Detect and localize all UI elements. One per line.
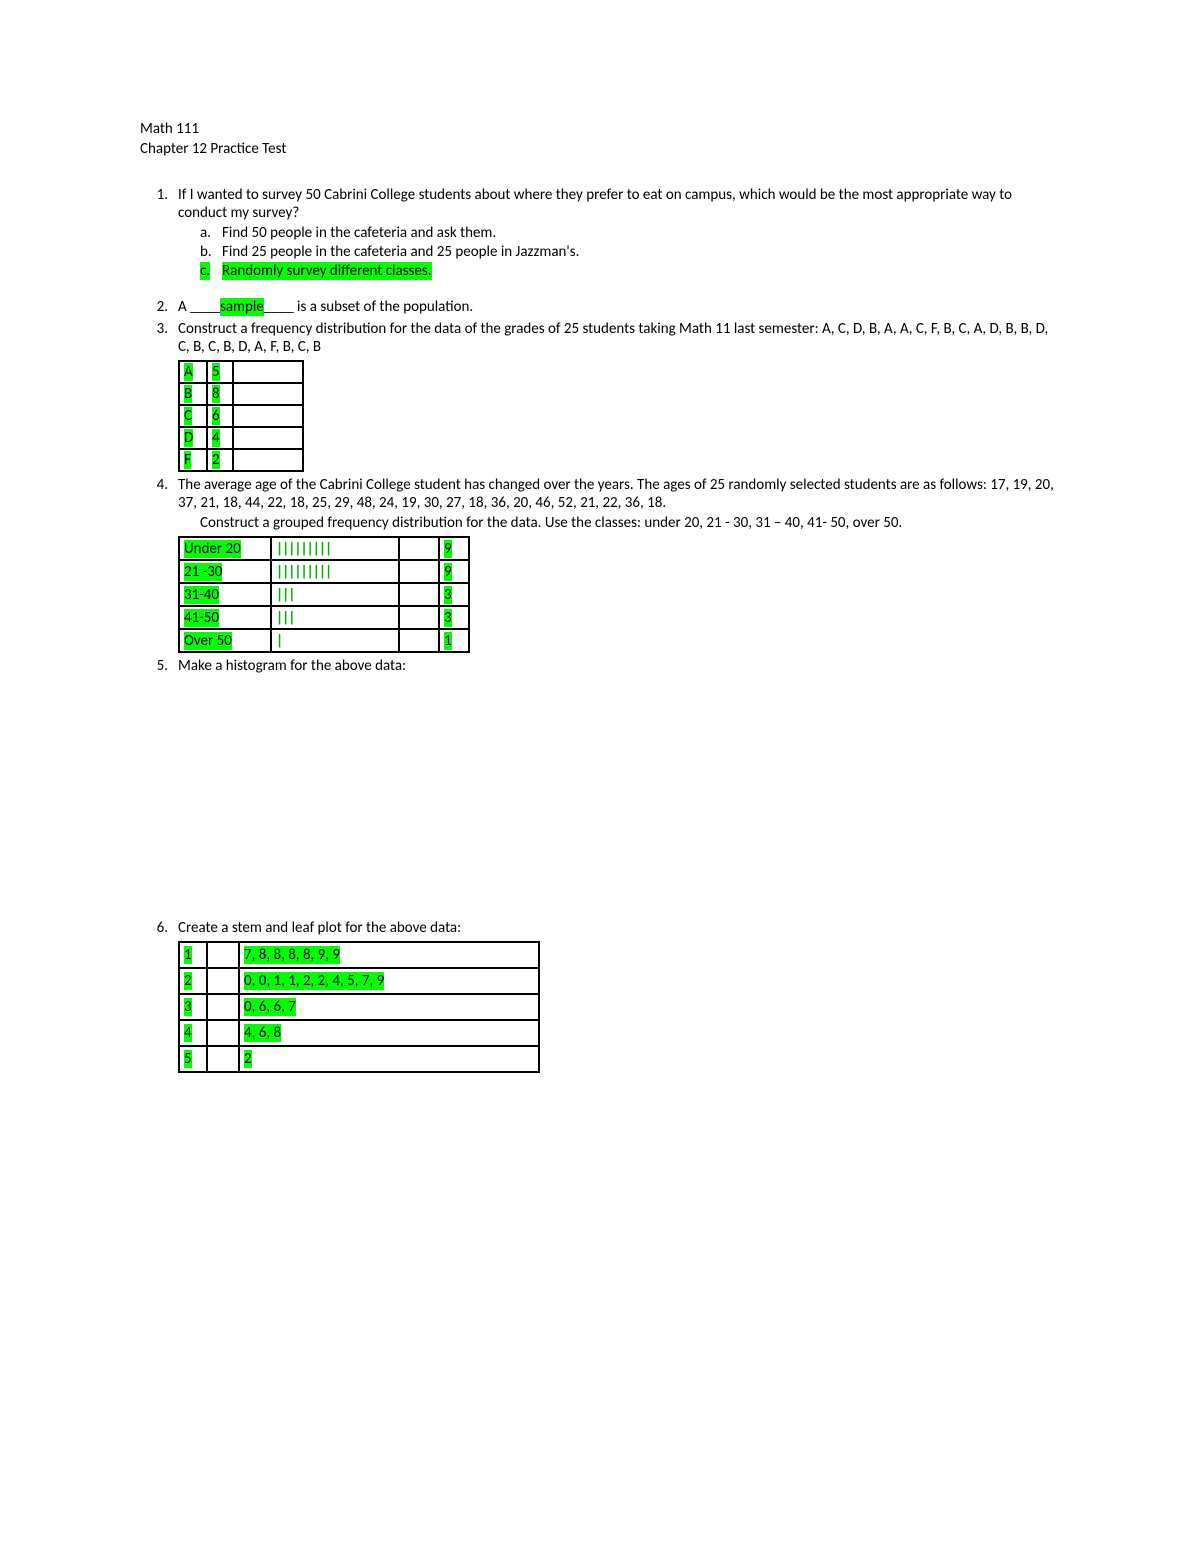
q2-number: 2.	[140, 298, 178, 316]
table-row: Over 50|1	[179, 629, 469, 652]
table-row: A5	[179, 361, 303, 383]
q2-pre: A ____	[178, 298, 220, 316]
question-2: 2. A ____sample____ is a subset of the p…	[140, 298, 1060, 316]
table-row: 52	[179, 1046, 539, 1072]
q1-option-b: b. Find 25 people in the cafeteria and 2…	[200, 243, 1060, 261]
q6-number: 6.	[140, 919, 178, 937]
q3-frequency-table: A5B8C6D4F2	[178, 360, 304, 472]
q1-number: 1.	[140, 186, 178, 204]
histogram-space	[140, 679, 1060, 919]
q1-c-text: Randomly survey different classes.	[222, 262, 1060, 280]
q2-answer: sample	[220, 298, 264, 316]
table-row: 31-40|||3	[179, 583, 469, 606]
table-row: 44, 6, 8	[179, 1020, 539, 1046]
q1-b-text: Find 25 people in the cafeteria and 25 p…	[222, 243, 1060, 261]
q1-a-text: Find 50 people in the cafeteria and ask …	[222, 224, 1060, 242]
q6-stem-leaf-table: 17, 8, 8, 8, 8, 9, 920, 0, 1, 1, 2, 2, 4…	[178, 941, 540, 1073]
question-5: 5. Make a histogram for the above data:	[140, 657, 1060, 675]
q1-b-letter: b.	[200, 243, 222, 261]
q2-text: A ____sample____ is a subset of the popu…	[178, 298, 1060, 316]
table-row: F2	[179, 449, 303, 471]
q1-option-a: a. Find 50 people in the cafeteria and a…	[200, 224, 1060, 242]
table-row: 21 -30|||||||||9	[179, 560, 469, 583]
course-label: Math 111	[140, 120, 1060, 138]
question-list: 1. If I wanted to survey 50 Cabrini Coll…	[140, 186, 1060, 1073]
document-page: Math 111 Chapter 12 Practice Test 1. If …	[0, 0, 1200, 1137]
q4-grouped-table: Under 20|||||||||921 -30|||||||||931-40|…	[178, 536, 470, 653]
table-row: D4	[179, 427, 303, 449]
table-row: 17, 8, 8, 8, 8, 9, 9	[179, 942, 539, 968]
table-row: 30, 6, 6, 7	[179, 994, 539, 1020]
q4-number: 4.	[140, 476, 178, 494]
q5-text: Make a histogram for the above data:	[178, 657, 1060, 675]
q1-option-c: c. Randomly survey different classes.	[200, 262, 1060, 280]
question-6: 6. Create a stem and leaf plot for the a…	[140, 919, 1060, 1073]
table-row: 20, 0, 1, 1, 2, 2, 4, 5, 7, 9	[179, 968, 539, 994]
table-row: 41-50|||3	[179, 606, 469, 629]
q3-text: Construct a frequency distribution for t…	[178, 320, 1060, 356]
chapter-title: Chapter 12 Practice Test	[140, 140, 1060, 158]
q5-number: 5.	[140, 657, 178, 675]
q1-text: If I wanted to survey 50 Cabrini College…	[178, 186, 1060, 222]
q2-post: ____ is a subset of the population.	[264, 298, 473, 316]
q1-options: a. Find 50 people in the cafeteria and a…	[200, 224, 1060, 280]
q1-c-letter: c.	[200, 262, 222, 280]
q3-number: 3.	[140, 320, 178, 338]
q4-text1: The average age of the Cabrini College s…	[178, 476, 1060, 512]
question-1: 1. If I wanted to survey 50 Cabrini Coll…	[140, 186, 1060, 280]
question-3: 3. Construct a frequency distribution fo…	[140, 320, 1060, 472]
table-row: B8	[179, 383, 303, 405]
question-4: 4. The average age of the Cabrini Colleg…	[140, 476, 1060, 653]
table-row: Under 20|||||||||9	[179, 537, 469, 560]
table-row: C6	[179, 405, 303, 427]
q4-text2: Construct a grouped frequency distributi…	[200, 514, 1060, 532]
q6-text: Create a stem and leaf plot for the abov…	[178, 919, 1060, 937]
q1-a-letter: a.	[200, 224, 222, 242]
